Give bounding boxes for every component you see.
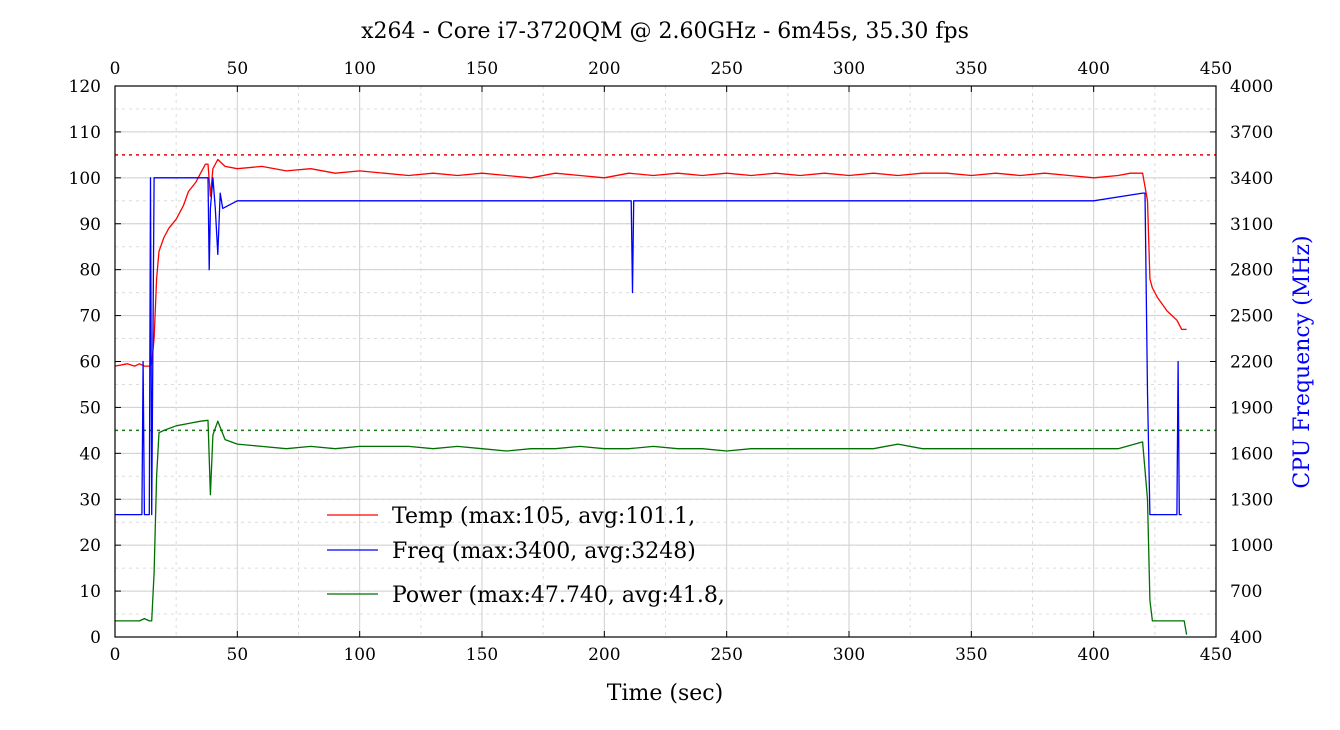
y2-axis-title: CPU Frequency (MHz) <box>1290 235 1315 488</box>
x-top-tick-label: 0 <box>110 59 121 79</box>
x-tick-label: 300 <box>833 645 865 665</box>
y-tick-label: 110 <box>69 123 101 143</box>
y2-tick-label: 3700 <box>1230 123 1273 143</box>
x-top-tick-label: 250 <box>710 59 742 79</box>
tick-marks <box>114 85 1217 638</box>
y-tick-label: 0 <box>90 628 101 648</box>
x-top-tick-label: 350 <box>955 59 987 79</box>
y-tick-label: 60 <box>79 353 101 373</box>
y-tick-label: 20 <box>79 536 101 556</box>
y-tick-label: 40 <box>79 444 101 464</box>
series-line-3 <box>115 419 1188 635</box>
y2-tick-label: 3100 <box>1230 215 1273 235</box>
y2-tick-label: 700 <box>1230 582 1262 602</box>
y-tick-label: 10 <box>79 582 101 602</box>
legend-label: Freq (max:3400, avg:3248) <box>392 539 696 564</box>
x-tick-label: 0 <box>110 645 121 665</box>
y2-tick-label: 2800 <box>1230 261 1273 281</box>
x-top-tick-label: 200 <box>588 59 620 79</box>
series-line-2 <box>115 177 1182 516</box>
y2-tick-label: 2500 <box>1230 307 1273 327</box>
x-top-tick-label: 450 <box>1200 59 1232 79</box>
y2-tick-label: 1300 <box>1230 490 1273 510</box>
x-tick-label: 400 <box>1077 645 1109 665</box>
y2-tick-label: 3400 <box>1230 169 1273 189</box>
x-tick-label: 200 <box>588 645 620 665</box>
y-tick-label: 30 <box>79 490 101 510</box>
series-line-1 <box>115 158 1187 367</box>
x-tick-label: 100 <box>343 645 375 665</box>
y-tick-label: 120 <box>69 77 101 97</box>
y2-tick-label: 1600 <box>1230 444 1273 464</box>
y2-tick-label: 1900 <box>1230 398 1273 418</box>
tick-labels: 0050501001001501502002002502503003003503… <box>69 59 1274 665</box>
reference-lines <box>115 154 1216 432</box>
y-tick-label: 50 <box>79 398 101 418</box>
x-tick-label: 350 <box>955 645 987 665</box>
x-top-tick-label: 400 <box>1077 59 1109 79</box>
x-tick-label: 250 <box>710 645 742 665</box>
x-top-tick-label: 50 <box>227 59 249 79</box>
y2-tick-label: 4000 <box>1230 77 1273 97</box>
y2-tick-label: 400 <box>1230 628 1262 648</box>
y-tick-label: 80 <box>79 261 101 281</box>
x-tick-label: 450 <box>1200 645 1232 665</box>
x-tick-label: 150 <box>466 645 498 665</box>
legend-label: Power (max:47.740, avg:41.8, <box>392 583 725 608</box>
legend: Temp (max:105, avg:101.1, Freq (max:3400,… <box>327 504 725 608</box>
y-tick-label: 100 <box>69 169 101 189</box>
y2-tick-label: 2200 <box>1230 353 1273 373</box>
legend-label: Temp (max:105, avg:101.1, <box>392 504 695 529</box>
x-axis-title: Time (sec) <box>607 681 723 706</box>
chart-title: x264 - Core i7-3720QM @ 2.60GHz - 6m45s,… <box>361 19 969 44</box>
y-tick-label: 90 <box>79 215 101 235</box>
series-layer <box>115 158 1188 635</box>
y-tick-label: 70 <box>79 307 101 327</box>
x-top-tick-label: 100 <box>343 59 375 79</box>
x-top-tick-label: 300 <box>833 59 865 79</box>
x-top-tick-label: 150 <box>466 59 498 79</box>
y2-tick-label: 1000 <box>1230 536 1273 556</box>
x-tick-label: 50 <box>227 645 249 665</box>
